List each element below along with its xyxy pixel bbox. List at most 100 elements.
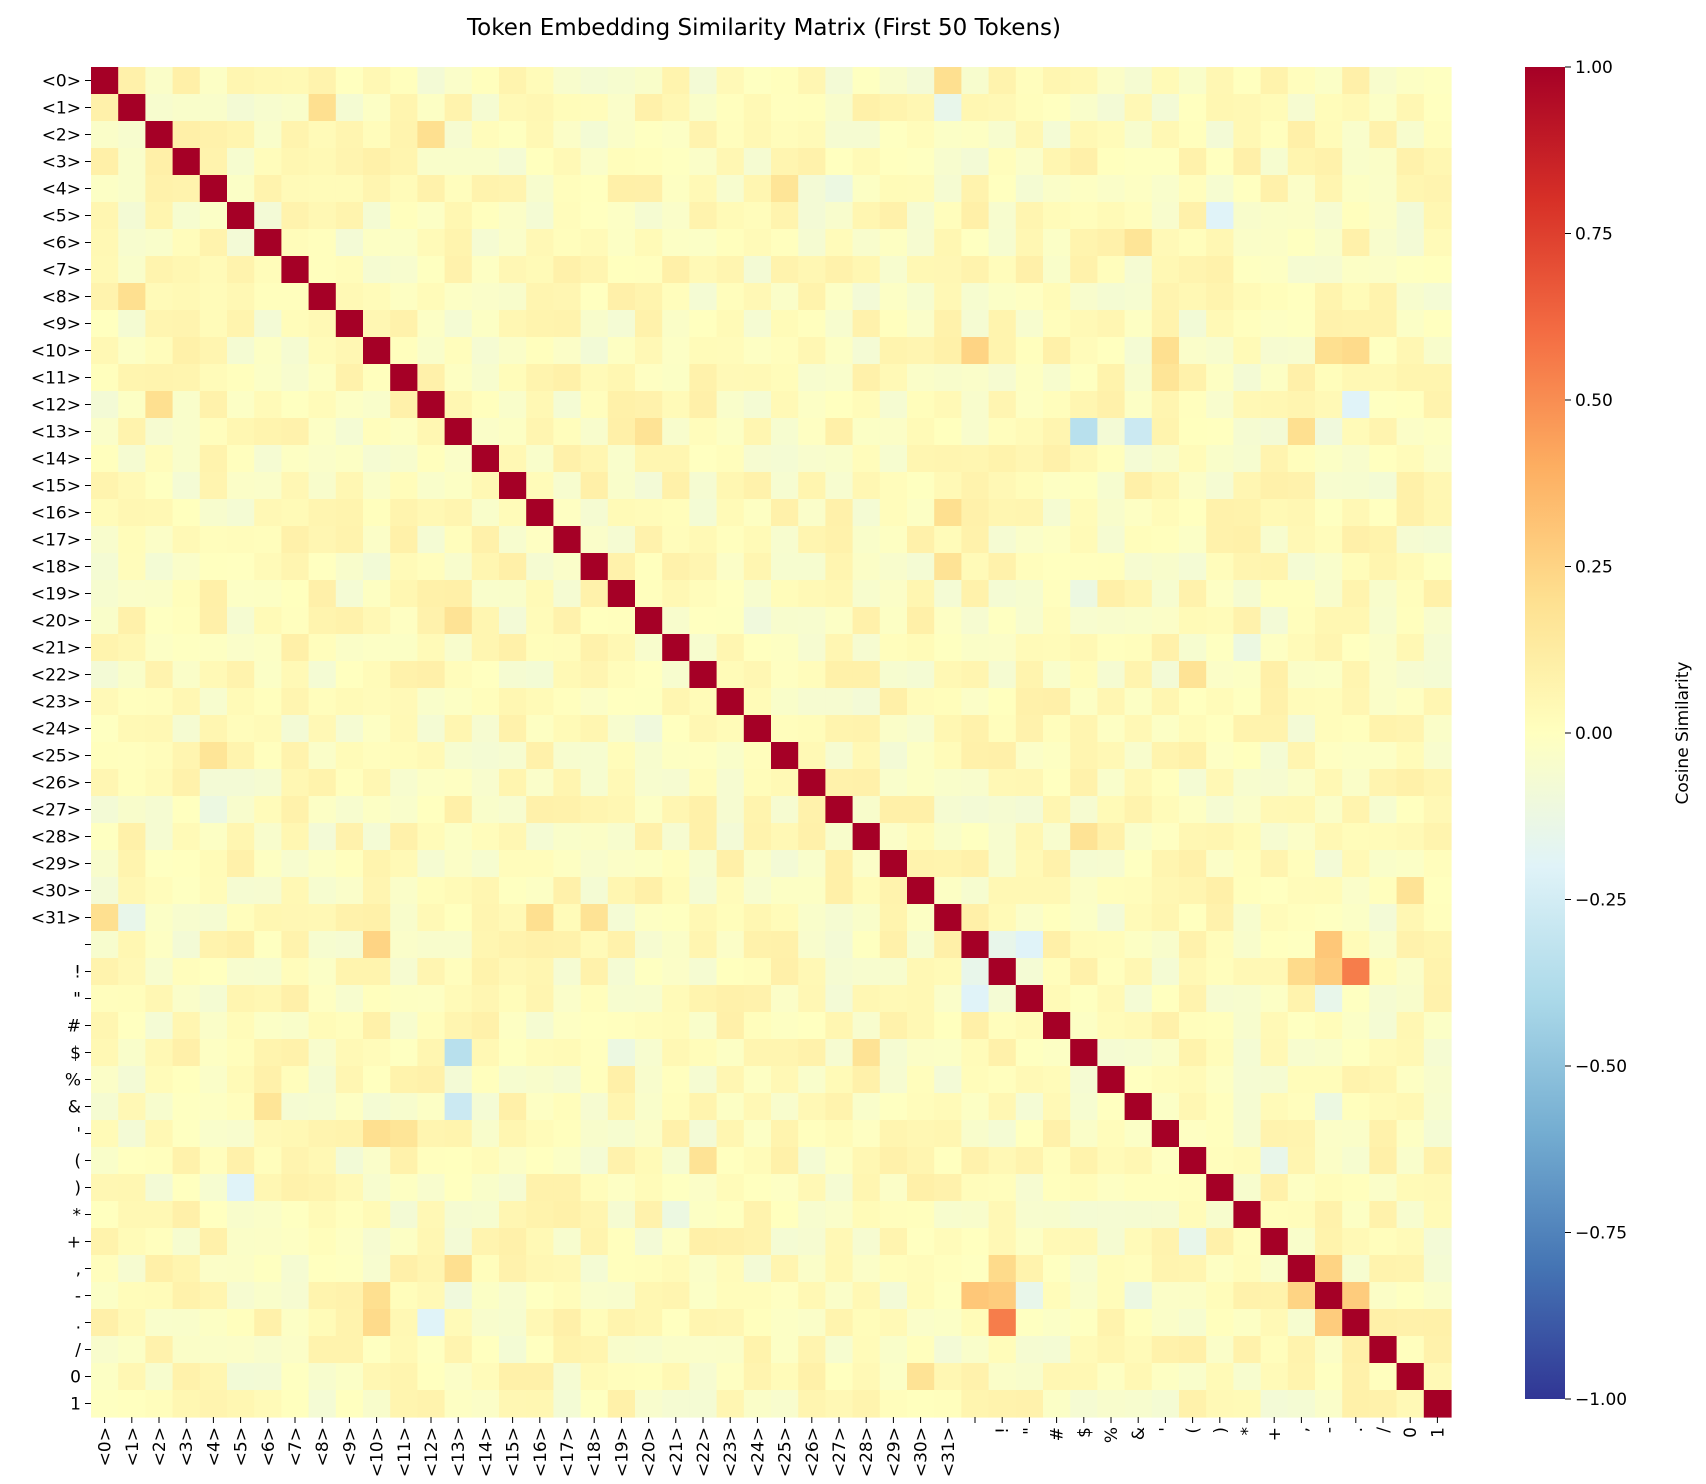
heatmap-cell — [118, 715, 146, 743]
heatmap-cell — [1233, 94, 1262, 122]
heatmap-cell — [852, 877, 881, 905]
heatmap-cell — [281, 418, 310, 446]
heatmap-cell — [961, 499, 990, 527]
heatmap-cell — [172, 1201, 201, 1229]
heatmap-cell — [1423, 985, 1452, 1013]
heatmap-cell — [1233, 1066, 1262, 1094]
heatmap-cell — [471, 796, 500, 824]
x-tick-label: 1 — [1428, 1427, 1448, 1438]
heatmap-cell — [390, 904, 418, 932]
heatmap-cell — [580, 1201, 609, 1229]
heatmap-cell — [227, 121, 255, 149]
heatmap-cell — [716, 67, 745, 95]
heatmap-cell — [91, 1066, 119, 1094]
heatmap-cell — [308, 337, 337, 365]
heatmap-cell — [743, 580, 772, 608]
heatmap-cell — [771, 1120, 799, 1148]
heatmap-cell — [580, 1309, 609, 1337]
heatmap-cell — [771, 337, 799, 365]
heatmap-cell — [1315, 904, 1343, 932]
heatmap-cell — [879, 1336, 908, 1364]
heatmap-cell — [281, 904, 310, 932]
heatmap-cell — [798, 1255, 826, 1283]
heatmap-cell — [1423, 661, 1452, 689]
heatmap-cell — [1070, 1174, 1098, 1202]
heatmap-cell — [1070, 553, 1098, 581]
heatmap-cell — [335, 1066, 364, 1094]
heatmap-cell — [526, 553, 554, 581]
heatmap-cell — [1124, 67, 1153, 95]
heatmap-cell — [771, 526, 799, 554]
heatmap-cell — [444, 1174, 473, 1202]
y-axis-ticks: <0><1><2><3><4><5><6><7><8><9><10><11><1… — [31, 72, 91, 1415]
heatmap-cell — [308, 634, 337, 662]
heatmap-cell — [227, 175, 255, 203]
heatmap-cell — [580, 1039, 609, 1067]
heatmap-cell — [1260, 985, 1289, 1013]
heatmap-cell — [743, 256, 772, 284]
heatmap-cell — [798, 202, 826, 230]
heatmap-cell — [444, 256, 473, 284]
heatmap-cell — [417, 958, 446, 986]
heatmap-cell — [1179, 364, 1207, 392]
heatmap-cell — [743, 1255, 772, 1283]
heatmap-cell — [988, 310, 1017, 338]
heatmap-cell — [363, 148, 391, 176]
heatmap-cell — [526, 634, 554, 662]
heatmap-cell — [91, 1282, 119, 1310]
heatmap-cell — [172, 1228, 201, 1256]
heatmap-cell — [91, 445, 119, 473]
heatmap-cell — [1287, 1174, 1316, 1202]
heatmap-cell — [662, 1093, 690, 1121]
heatmap-cell — [1396, 67, 1425, 95]
heatmap-cell — [526, 526, 554, 554]
heatmap-cell — [1396, 1147, 1425, 1175]
heatmap-cell — [771, 121, 799, 149]
heatmap-cell — [635, 364, 663, 392]
heatmap-cell — [390, 121, 418, 149]
heatmap-cell — [553, 958, 582, 986]
heatmap-cell — [1179, 67, 1207, 95]
heatmap-cell — [580, 202, 609, 230]
heatmap-cell — [499, 526, 527, 554]
heatmap-cell — [553, 1039, 582, 1067]
heatmap-cell — [1260, 1255, 1289, 1283]
heatmap-cell — [199, 958, 228, 986]
heatmap-cell — [1369, 715, 1398, 743]
heatmap-cell — [689, 904, 718, 932]
heatmap-cell — [961, 526, 990, 554]
heatmap-cell — [689, 1201, 718, 1229]
heatmap-cell — [1206, 715, 1234, 743]
heatmap-cell — [91, 715, 119, 743]
heatmap-cell — [1124, 580, 1153, 608]
heatmap-cell — [825, 310, 854, 338]
heatmap-cell — [907, 391, 935, 419]
heatmap-cell — [199, 823, 228, 851]
heatmap-cell — [825, 742, 854, 770]
heatmap-cell — [281, 553, 310, 581]
heatmap-cell — [907, 769, 935, 797]
heatmap-cell — [335, 769, 364, 797]
heatmap-cell — [689, 580, 718, 608]
colorbar — [1525, 67, 1565, 1399]
heatmap-cell — [499, 1336, 527, 1364]
heatmap-cell — [580, 337, 609, 365]
heatmap-cell — [988, 877, 1017, 905]
heatmap-cell — [254, 688, 282, 716]
y-tick-label: <25> — [31, 747, 81, 767]
heatmap-cell — [1015, 1336, 1044, 1364]
heatmap-cell — [526, 607, 554, 635]
heatmap-cell — [1124, 715, 1153, 743]
heatmap-cell — [771, 1093, 799, 1121]
heatmap-cell — [172, 175, 201, 203]
heatmap-cell — [1423, 418, 1452, 446]
heatmap-cell — [1043, 175, 1071, 203]
heatmap-cell — [471, 1039, 500, 1067]
heatmap-cell — [499, 1147, 527, 1175]
heatmap-cell — [1396, 553, 1425, 581]
heatmap-cell — [1423, 1174, 1452, 1202]
heatmap-cell — [1369, 310, 1398, 338]
heatmap-cell — [1015, 202, 1044, 230]
heatmap-cell — [444, 877, 473, 905]
heatmap-cell — [1423, 580, 1452, 608]
